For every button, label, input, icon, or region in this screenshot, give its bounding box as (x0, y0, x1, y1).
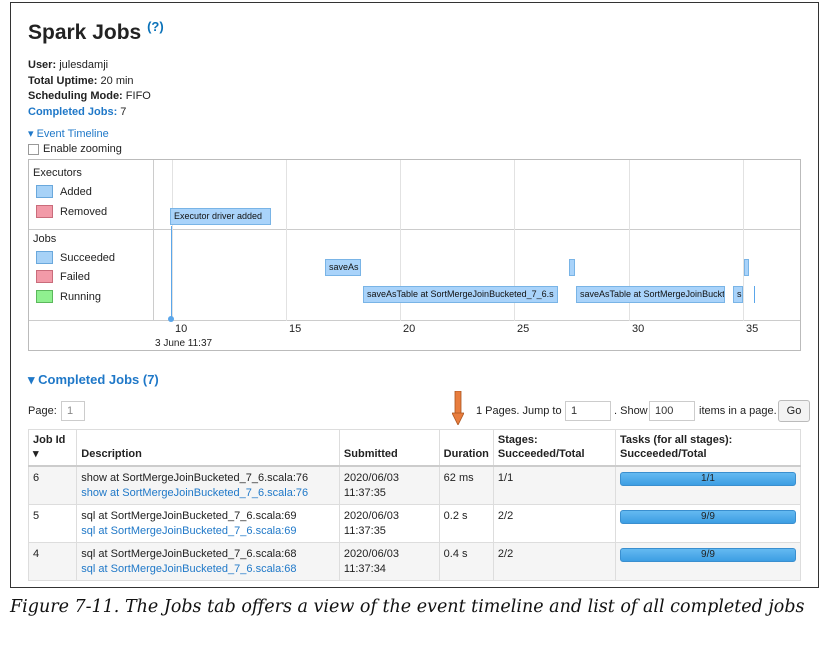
pagination-bar: Page: 1 1 Pages. Jump to 1 . Show 100 it… (28, 400, 810, 423)
submitted-cell: 2020/06/03 11:37:35 (338, 504, 440, 543)
column-header-submitted[interactable]: Submitted (338, 429, 440, 467)
timeline-group-column (29, 160, 154, 321)
completed-jobs-toggle[interactable]: ▾ Completed Jobs (7) (28, 372, 159, 387)
job-link[interactable]: show at SortMergeJoinBucketed_7_6.scala:… (81, 487, 309, 499)
timeline-event-job[interactable] (754, 286, 755, 303)
gridline (172, 160, 173, 321)
table-row: 4 sql at SortMergeJoinBucketed_7_6.scala… (27, 542, 801, 581)
axis-tick-label: 20 (403, 323, 416, 335)
legend-removed: Removed (36, 205, 107, 218)
duration-cell: 0.2 s (438, 504, 494, 543)
jobs-group-label: Jobs (33, 233, 57, 245)
column-header-stages[interactable]: Stages: Succeeded/Total (492, 429, 617, 467)
axis-tick-label: 30 (632, 323, 645, 335)
submitted-cell: 2020/06/03 11:37:35 (338, 465, 440, 505)
legend-added: Added (36, 185, 92, 198)
executor-added-marker-line (171, 226, 172, 318)
tasks-progress-bar: 9/9 (620, 548, 796, 562)
completed-jobs-table: Job Id ▾ Description Submitted Duration … (27, 429, 801, 581)
submitted-cell: 2020/06/03 11:37:34 (338, 542, 440, 581)
figure-caption: Figure 7-11. The Jobs tab offers a view … (10, 597, 805, 617)
succeeded-swatch (36, 251, 53, 264)
executors-group-label: Executors (33, 167, 82, 179)
jump-to-page-input[interactable]: 1 (565, 401, 611, 421)
removed-swatch (36, 205, 53, 218)
gridline (286, 160, 287, 321)
job-id-cell: 4 (27, 542, 78, 581)
table-row: 5 sql at SortMergeJoinBucketed_7_6.scala… (27, 504, 801, 543)
go-button[interactable]: Go (778, 400, 810, 422)
axis-tick-label: 15 (289, 323, 302, 335)
tasks-cell: 9/9 (615, 542, 801, 581)
uptime-value: 20 min (100, 74, 134, 87)
column-header-duration[interactable]: Duration (438, 429, 494, 467)
timeline-event-job[interactable]: s (733, 286, 743, 303)
help-link[interactable]: (?) (147, 19, 164, 34)
stages-cell: 2/2 (492, 542, 617, 581)
summary-list: User: julesdamji Total Uptime: 20 min Sc… (28, 58, 151, 120)
failed-swatch (36, 270, 53, 283)
executor-added-dot (168, 316, 174, 322)
axis-date-label: 3 June 11:37 (155, 338, 213, 349)
duration-cell: 62 ms (438, 465, 494, 505)
timeline-group-divider (29, 229, 800, 230)
job-id-cell: 6 (27, 465, 78, 505)
timeline-event-job[interactable]: saveAsTable at SortMergeJoinBuckt (576, 286, 725, 303)
enable-zooming-option[interactable]: Enable zooming (28, 143, 122, 155)
mode-value: FIFO (125, 90, 151, 102)
timeline-event-job[interactable]: saveAsTable at SortMergeJoinBucketed_7_6… (363, 286, 558, 303)
timeline-event-job[interactable] (569, 259, 575, 276)
job-link[interactable]: sql at SortMergeJoinBucketed_7_6.scala:6… (81, 563, 297, 575)
timeline-axis-line (29, 320, 800, 321)
arrow-down-icon (452, 391, 464, 425)
pages-text: 1 Pages. Jump to (476, 405, 562, 417)
gridline (629, 160, 630, 321)
timeline-event-executor-added[interactable]: Executor driver added (170, 208, 271, 225)
event-timeline[interactable]: Executors Added Removed Jobs Succeeded F… (28, 159, 801, 351)
gridline (743, 160, 744, 321)
tasks-progress-bar: 9/9 (620, 510, 796, 524)
page-title: Spark Jobs (?) (28, 19, 164, 44)
tasks-cell: 1/1 (615, 465, 801, 505)
gridline (400, 160, 401, 321)
stages-cell: 2/2 (492, 504, 617, 543)
timeline-event-job[interactable] (744, 259, 749, 276)
stages-cell: 1/1 (492, 465, 617, 505)
spark-ui-screenshot: Spark Jobs (?) User: julesdamji Total Up… (10, 2, 819, 588)
enable-zooming-checkbox[interactable] (28, 143, 39, 155)
page-size-input[interactable]: 100 (649, 401, 695, 421)
column-header-job-id[interactable]: Job Id ▾ (27, 429, 78, 467)
timeline-event-job[interactable]: saveAs (325, 259, 361, 276)
job-link[interactable]: sql at SortMergeJoinBucketed_7_6.scala:6… (81, 525, 297, 537)
page-number-input[interactable]: 1 (61, 401, 85, 421)
axis-tick-label: 35 (746, 323, 759, 335)
running-swatch (36, 290, 53, 303)
show-label: . Show (614, 405, 648, 417)
page-label: Page: (28, 405, 57, 417)
duration-cell: 0.4 s (438, 542, 494, 581)
user-value: julesdamji (59, 59, 109, 71)
gridline (514, 160, 515, 321)
column-header-tasks[interactable]: Tasks (for all stages): Succeeded/Total (615, 429, 801, 467)
description-cell: sql at SortMergeJoinBucketed_7_6.scala:6… (76, 504, 340, 543)
added-swatch (36, 185, 53, 198)
axis-tick-label: 10 (175, 323, 188, 335)
completed-jobs-link[interactable]: Completed Jobs: 7 (28, 105, 127, 118)
tasks-cell: 9/9 (615, 504, 801, 543)
description-cell: sql at SortMergeJoinBucketed_7_6.scala:6… (76, 542, 340, 581)
description-cell: show at SortMergeJoinBucketed_7_6.scala:… (76, 465, 340, 505)
legend-running: Running (36, 290, 101, 303)
legend-succeeded: Succeeded (36, 251, 115, 264)
legend-failed: Failed (36, 270, 90, 283)
tasks-progress-bar: 1/1 (620, 472, 796, 486)
column-header-description[interactable]: Description (76, 429, 340, 467)
job-id-cell: 5 (27, 504, 78, 543)
items-label: items in a page. (699, 405, 777, 417)
table-row: 6 show at SortMergeJoinBucketed_7_6.scal… (27, 465, 801, 505)
event-timeline-toggle[interactable]: ▾ Event Timeline (28, 128, 109, 140)
axis-tick-label: 25 (517, 323, 530, 335)
enable-zooming-label: Enable zooming (43, 143, 122, 155)
